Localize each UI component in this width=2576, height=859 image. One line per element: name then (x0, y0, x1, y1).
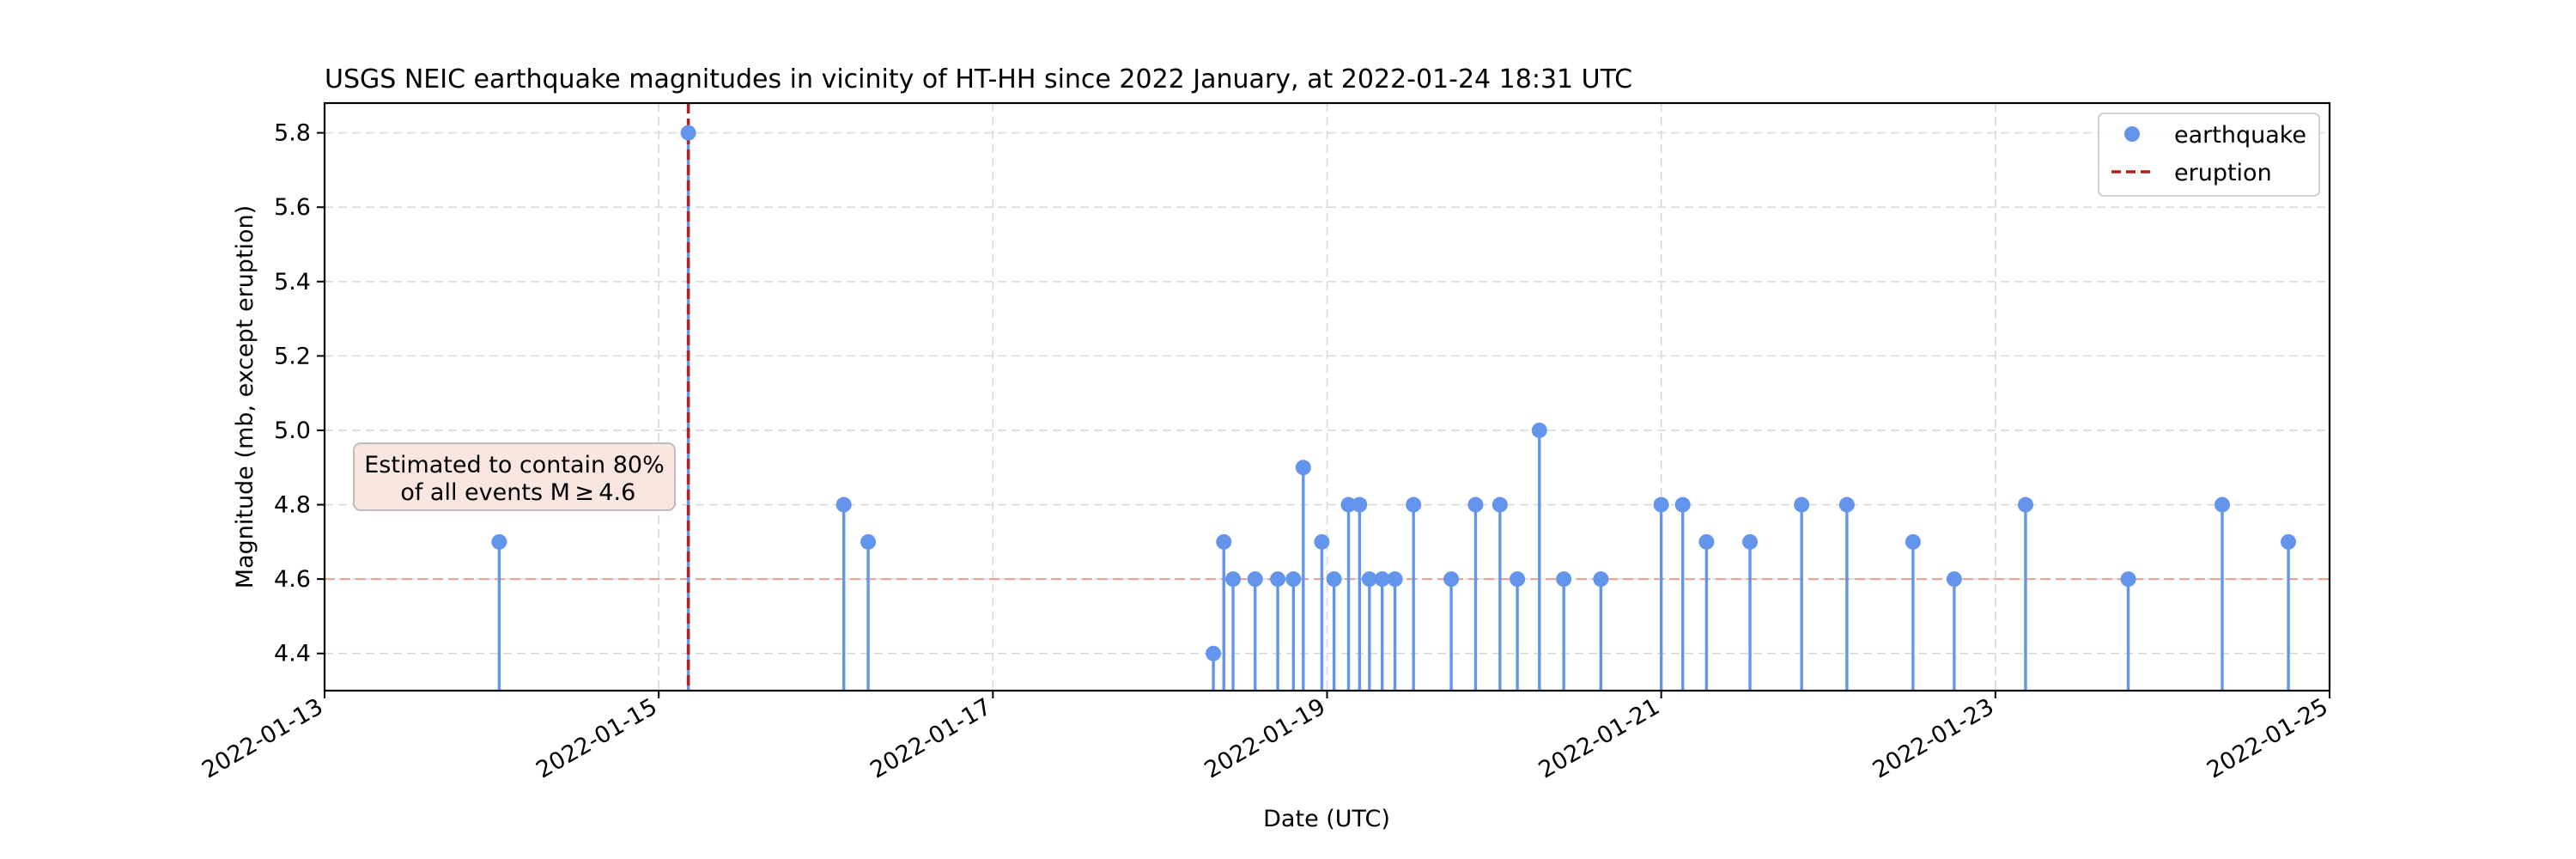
y-tick-label: 4.4 (274, 641, 311, 667)
annotation-box: Estimated to contain 80% of all events M… (353, 442, 676, 511)
chart-title: USGS NEIC earthquake magnitudes in vicin… (325, 64, 1632, 94)
earthquake-marker (1742, 533, 1759, 550)
annotation-line-1: Estimated to contain 80% (364, 452, 664, 478)
earthquake-marker (2017, 497, 2033, 513)
earthquake-marker (1352, 497, 1368, 513)
earthquake-marker (1674, 497, 1691, 513)
legend-earthquake-label: earthquake (2174, 122, 2306, 149)
earthquake-marker (1285, 571, 1302, 588)
y-tick-label: 4.6 (274, 566, 311, 593)
earthquake-marker (1361, 571, 1377, 588)
legend: earthquake eruption (2098, 113, 2320, 197)
y-axis-ticks: 4.4 4.6 4.8 5.0 5.2 5.4 5.6 5.8 (274, 120, 325, 667)
earthquake-marker (1295, 460, 1311, 476)
earthquake-marker (1206, 645, 1222, 661)
earthquake-marker (1556, 571, 1572, 588)
earthquake-marker (1531, 422, 1547, 438)
earthquake-marker (1593, 571, 1609, 588)
annotation-line-2: of all events M ≥ 4.6 (393, 479, 636, 506)
y-tick-label: 5.2 (274, 343, 311, 369)
earthquake-marker (491, 533, 507, 550)
earthquake-marker (1467, 497, 1484, 513)
earthquake-marker (1340, 497, 1357, 513)
y-tick-label: 5.4 (274, 269, 311, 295)
y-tick-label: 4.8 (274, 492, 311, 519)
y-tick-label: 5.0 (274, 417, 311, 444)
earthquake-marker (1905, 533, 1921, 550)
markers-group (491, 125, 2297, 661)
earthquake-marker (1406, 497, 1422, 513)
earthquake-marker (1838, 497, 1855, 513)
stems-group (497, 132, 2290, 691)
earthquake-marker (1698, 533, 1715, 550)
earthquake-marker (2215, 497, 2231, 513)
earthquake-marker (1374, 571, 1390, 588)
legend-eruption-label: eruption (2174, 160, 2272, 186)
earthquake-marker (1653, 497, 1669, 513)
earthquake-marker (1794, 497, 1810, 513)
earthquake-marker (1443, 571, 1460, 588)
earthquake-marker (680, 125, 696, 141)
earthquake-marker (1247, 571, 1263, 588)
earthquake-marker (1270, 571, 1286, 588)
earthquake-marker (1492, 497, 1508, 513)
earthquake-marker (1216, 533, 1232, 550)
earthquake-marker (860, 533, 877, 550)
y-tick-label: 5.8 (274, 120, 311, 147)
y-tick-label: 5.6 (274, 194, 311, 221)
earthquake-marker (1225, 571, 1242, 588)
earthquake-marker (835, 497, 852, 513)
y-axis-label: Magnitude (mb, except eruption) (232, 205, 258, 588)
earthquake-marker (2120, 571, 2136, 588)
legend-box (2098, 113, 2320, 197)
annotation-background (353, 442, 676, 511)
earthquake-marker (1314, 533, 1330, 550)
earthquake-marker (1510, 571, 1526, 588)
earthquake-marker (1387, 571, 1403, 588)
earthquake-marker (1946, 571, 1962, 588)
x-axis-label: Date (UTC) (1263, 806, 1390, 832)
legend-earthquake-marker (2124, 126, 2140, 142)
earthquake-marker (2281, 533, 2297, 550)
earthquake-marker (1326, 571, 1342, 588)
